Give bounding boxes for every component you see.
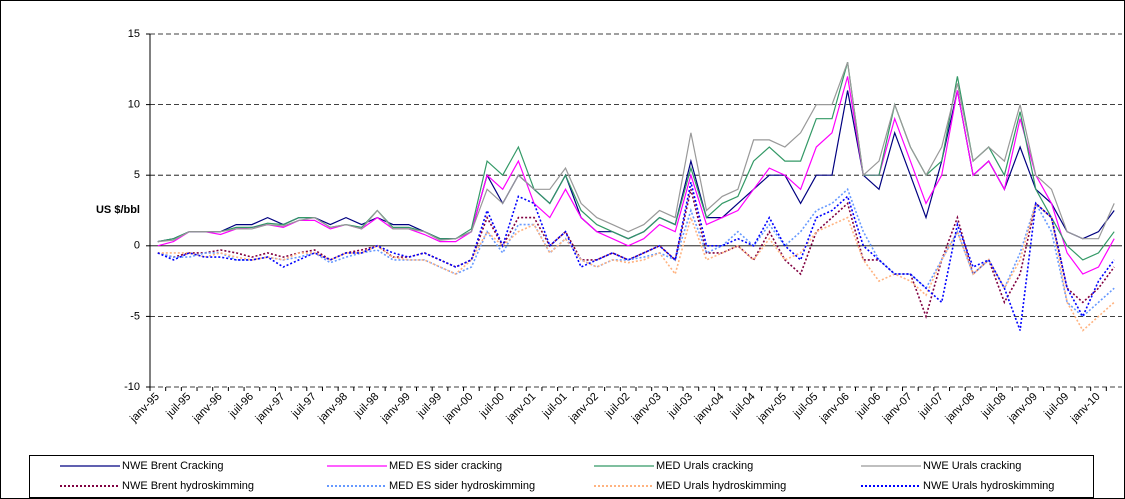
line-series (157, 187, 1115, 318)
legend-label: NWE Urals hydroskimming (923, 480, 1054, 492)
line-series (157, 189, 1115, 320)
y-tick-label: -10 (124, 381, 140, 393)
legend-label: NWE Brent Cracking (122, 460, 223, 472)
legend-label: MED Urals hydroskimming (656, 480, 786, 492)
legend-label: NWE Brent hydroskimming (122, 480, 254, 492)
line-series (157, 182, 1115, 331)
y-tick-label: 15 (128, 28, 140, 40)
y-tick-label: 5 (134, 169, 140, 181)
y-axis-label: US $/bbl (96, 204, 140, 216)
legend-label: NWE Urals cracking (923, 460, 1021, 472)
line-series (157, 61, 1115, 243)
y-tick-label: 0 (134, 240, 140, 252)
legend-label: MED Urals cracking (656, 460, 753, 472)
legend-label: MED ES sider hydroskimming (389, 480, 535, 492)
y-tick-label: -5 (130, 310, 140, 322)
legend-label: MED ES sider cracking (389, 460, 502, 472)
line-series (157, 76, 1115, 275)
legend (29, 455, 1094, 498)
y-tick-label: 10 (128, 99, 140, 111)
